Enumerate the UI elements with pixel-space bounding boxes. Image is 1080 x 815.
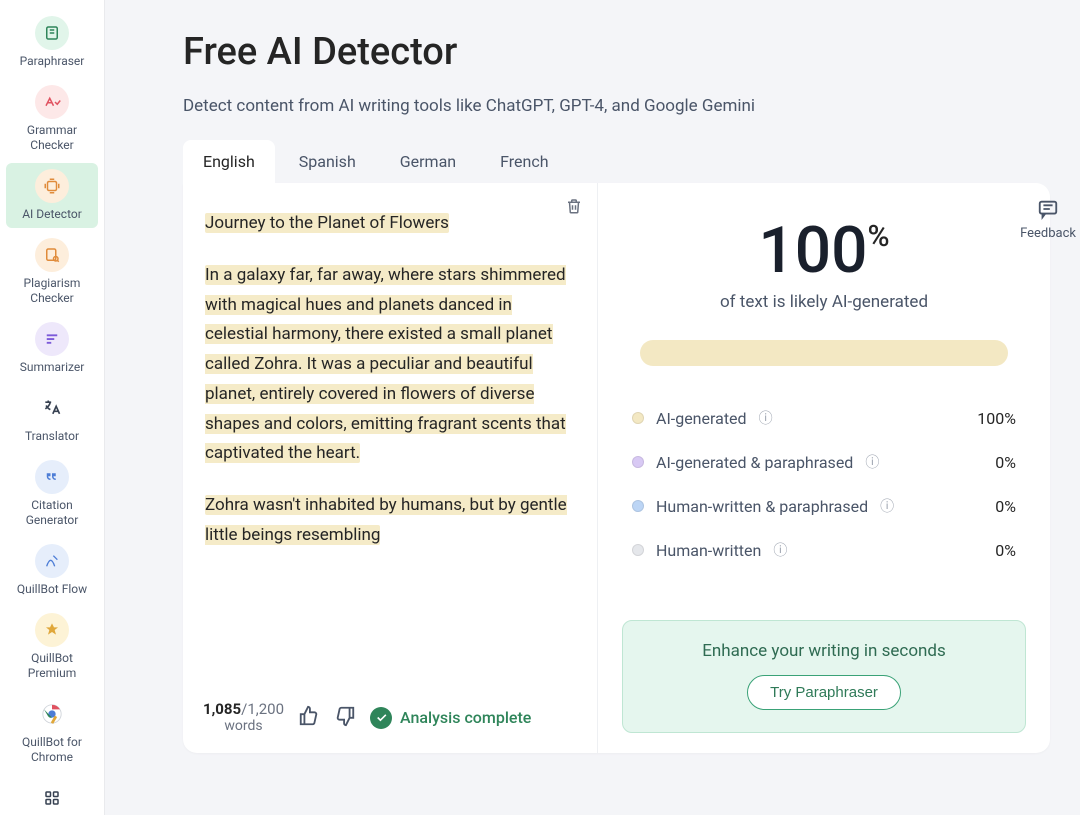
score-caption: of text is likely AI-generated: [622, 292, 1026, 312]
sidebar-item-label: Translator: [25, 429, 79, 444]
legend-row: Human-written & paraphrased ⓘ 0%: [630, 484, 1018, 528]
info-icon[interactable]: ⓘ: [773, 540, 787, 560]
info-icon[interactable]: ⓘ: [865, 452, 879, 472]
text-pane: Journey to the Planet of Flowers In a ga…: [183, 183, 598, 753]
apps-icon: [35, 781, 69, 815]
paraphraser-icon: [35, 16, 69, 50]
feedback-icon: [1037, 198, 1059, 220]
sidebar-item-label: AI Detector: [22, 207, 82, 222]
bottom-bar: 1,085/1,200 words Analysis complete: [183, 686, 597, 753]
sidebar-item-ai-detector[interactable]: AI Detector: [6, 163, 98, 228]
language-tabs: English Spanish German French: [183, 140, 1050, 183]
sidebar: Paraphraser Grammar Checker AI Detector …: [0, 0, 105, 815]
plagiarism-icon: [35, 238, 69, 272]
check-icon: [370, 707, 392, 729]
tab-french[interactable]: French: [480, 140, 568, 183]
legend-row: AI-generated & paraphrased ⓘ 0%: [630, 440, 1018, 484]
legend-row: Human-written ⓘ 0%: [630, 528, 1018, 572]
thumbs-down-button[interactable]: [334, 705, 356, 731]
results-pane: 100% of text is likely AI-generated AI-g…: [598, 183, 1050, 753]
info-icon[interactable]: ⓘ: [880, 496, 894, 516]
sidebar-item-label: Grammar Checker: [10, 123, 94, 153]
enhance-panel: Enhance your writing in seconds Try Para…: [622, 620, 1026, 733]
ai-detector-icon: [35, 169, 69, 203]
flow-icon: [35, 544, 69, 578]
sidebar-item-label: Summarizer: [20, 360, 85, 375]
input-text[interactable]: Journey to the Planet of Flowers In a ga…: [183, 183, 597, 686]
sidebar-item-premium[interactable]: QuillBot Premium: [6, 607, 98, 687]
analysis-status: Analysis complete: [370, 707, 531, 729]
sidebar-item-label: QuillBot Flow: [17, 582, 87, 597]
info-icon[interactable]: ⓘ: [759, 408, 773, 428]
sidebar-item-grammar[interactable]: Grammar Checker: [6, 79, 98, 159]
sidebar-item-label: Paraphraser: [20, 54, 85, 69]
legend-row: AI-generated ⓘ 100%: [630, 396, 1018, 440]
try-paraphraser-button[interactable]: Try Paraphraser: [747, 675, 901, 710]
result-legend: AI-generated ⓘ 100% AI-generated & parap…: [622, 396, 1026, 572]
sidebar-item-plagiarism[interactable]: Plagiarism Checker: [6, 232, 98, 312]
sidebar-item-summarizer[interactable]: Summarizer: [6, 316, 98, 381]
sidebar-item-label: Citation Generator: [10, 498, 94, 528]
sidebar-item-label: QuillBot Premium: [10, 651, 94, 681]
sidebar-item-chrome[interactable]: QuillBot for Chrome: [6, 691, 98, 771]
sidebar-item-apps[interactable]: Apps & Extensions: [6, 775, 98, 815]
tab-spanish[interactable]: Spanish: [279, 140, 376, 183]
page-subtitle: Detect content from AI writing tools lik…: [183, 96, 1050, 116]
text-paragraph: Zohra wasn't inhabited by humans, but by…: [205, 495, 567, 545]
sidebar-item-label: Plagiarism Checker: [10, 276, 94, 306]
result-bar: [640, 340, 1008, 366]
tab-english[interactable]: English: [183, 140, 275, 183]
sidebar-item-flow[interactable]: QuillBot Flow: [6, 538, 98, 603]
text-title: Journey to the Planet of Flowers: [205, 213, 449, 233]
translator-icon: [35, 391, 69, 425]
feedback-button[interactable]: Feedback: [1020, 198, 1076, 241]
sidebar-item-label: QuillBot for Chrome: [10, 735, 94, 765]
chrome-icon: [35, 697, 69, 731]
citation-icon: [35, 460, 69, 494]
word-count: 1,085/1,200 words: [203, 700, 284, 735]
summarizer-icon: [35, 322, 69, 356]
sidebar-item-paraphraser[interactable]: Paraphraser: [6, 10, 98, 75]
thumbs-up-button[interactable]: [298, 705, 320, 731]
main: Free AI Detector Detect content from AI …: [105, 0, 1080, 815]
sidebar-item-translator[interactable]: Translator: [6, 385, 98, 450]
score: 100% of text is likely AI-generated: [622, 213, 1026, 312]
premium-icon: [35, 613, 69, 647]
enhance-title: Enhance your writing in seconds: [633, 641, 1015, 661]
page-title: Free AI Detector: [183, 30, 1050, 74]
tab-german[interactable]: German: [380, 140, 476, 183]
sidebar-item-citation[interactable]: Citation Generator: [6, 454, 98, 534]
detector-card: Journey to the Planet of Flowers In a ga…: [183, 183, 1050, 753]
text-paragraph: In a galaxy far, far away, where stars s…: [205, 265, 566, 464]
grammar-icon: [35, 85, 69, 119]
